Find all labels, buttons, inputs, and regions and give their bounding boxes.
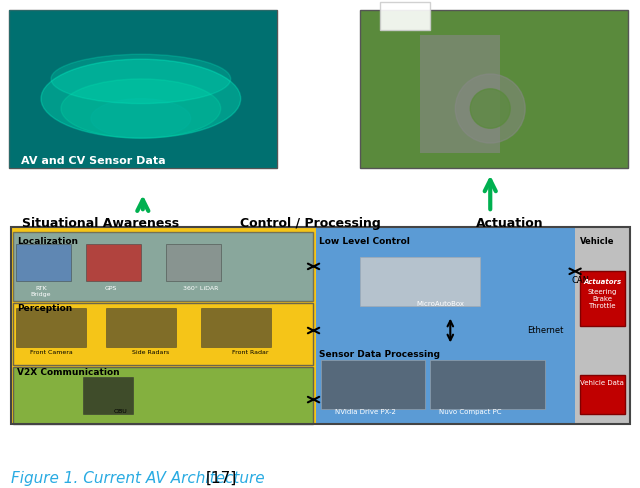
FancyBboxPatch shape [13, 232, 312, 301]
FancyBboxPatch shape [9, 10, 276, 168]
Text: Actuation: Actuation [476, 217, 544, 230]
Text: MicroAutoBox: MicroAutoBox [417, 301, 465, 307]
Text: Figure 1. Current AV Architecture: Figure 1. Current AV Architecture [11, 470, 269, 486]
Text: NVidia Drive PX-2: NVidia Drive PX-2 [335, 409, 396, 415]
Ellipse shape [61, 79, 221, 138]
FancyBboxPatch shape [201, 308, 271, 347]
FancyBboxPatch shape [13, 303, 312, 365]
FancyBboxPatch shape [13, 367, 312, 424]
Text: Actuators: Actuators [583, 279, 621, 285]
Text: Localization: Localization [17, 237, 78, 246]
FancyBboxPatch shape [83, 377, 133, 414]
Text: Ethernet: Ethernet [527, 325, 563, 335]
Text: RTK
Bridge: RTK Bridge [31, 286, 51, 297]
Text: Perception: Perception [17, 304, 72, 313]
Text: Low Level Control: Low Level Control [319, 237, 410, 246]
Text: Sensor Data Processing: Sensor Data Processing [319, 350, 440, 359]
FancyBboxPatch shape [16, 308, 86, 347]
FancyBboxPatch shape [360, 257, 480, 306]
FancyBboxPatch shape [316, 227, 575, 424]
Text: CAN: CAN [571, 276, 589, 285]
FancyBboxPatch shape [9, 10, 276, 168]
FancyBboxPatch shape [430, 360, 545, 409]
Text: Nuvo Compact PC: Nuvo Compact PC [439, 409, 502, 415]
Circle shape [455, 74, 525, 143]
FancyBboxPatch shape [420, 35, 500, 153]
Ellipse shape [51, 54, 230, 103]
FancyBboxPatch shape [106, 308, 176, 347]
Circle shape [470, 89, 510, 128]
FancyBboxPatch shape [166, 244, 221, 281]
FancyBboxPatch shape [16, 244, 71, 281]
Text: AV and CV Sensor Data: AV and CV Sensor Data [21, 156, 166, 166]
FancyBboxPatch shape [11, 227, 316, 424]
FancyBboxPatch shape [321, 360, 426, 409]
Text: 360° LiDAR: 360° LiDAR [183, 286, 218, 291]
Text: Front Radar: Front Radar [232, 350, 269, 355]
Text: [17]: [17] [205, 470, 237, 486]
Text: GPS: GPS [105, 286, 117, 291]
Text: Steering
Brake
Throttle: Steering Brake Throttle [588, 289, 617, 309]
FancyBboxPatch shape [86, 244, 141, 281]
Text: V2X Communication: V2X Communication [17, 368, 120, 377]
Text: Front Camera: Front Camera [29, 350, 72, 355]
Ellipse shape [41, 59, 241, 138]
FancyBboxPatch shape [380, 2, 430, 30]
Text: Side Radars: Side Radars [132, 350, 170, 355]
FancyBboxPatch shape [580, 375, 625, 414]
Ellipse shape [91, 99, 191, 138]
FancyBboxPatch shape [580, 271, 625, 325]
Text: Situational Awareness: Situational Awareness [22, 217, 179, 230]
Text: Vehicle: Vehicle [580, 237, 614, 246]
FancyBboxPatch shape [575, 227, 630, 424]
Text: Vehicle Data: Vehicle Data [580, 380, 624, 386]
Text: OBU: OBU [114, 409, 128, 414]
FancyBboxPatch shape [360, 10, 628, 168]
Text: Control / Processing: Control / Processing [240, 217, 381, 230]
